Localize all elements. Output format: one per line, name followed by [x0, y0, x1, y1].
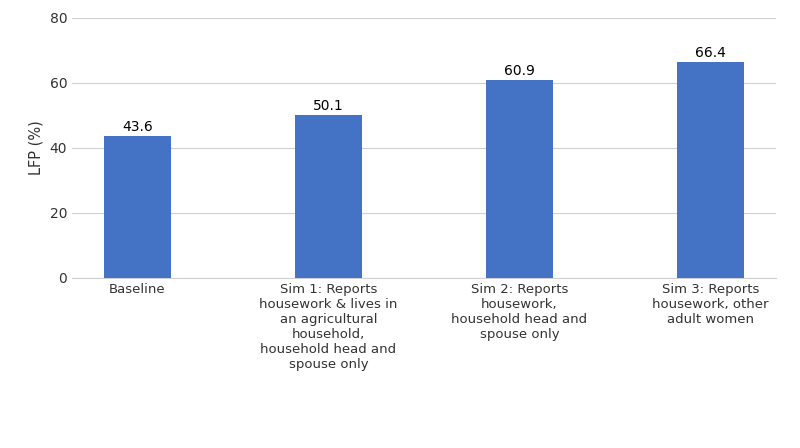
Bar	[486, 80, 553, 278]
Text: 43.6: 43.6	[122, 120, 153, 134]
Text: 66.4: 66.4	[695, 46, 726, 60]
Text: 50.1: 50.1	[313, 99, 344, 113]
Bar	[677, 62, 744, 278]
Bar	[104, 136, 171, 278]
Text: 60.9: 60.9	[504, 64, 535, 78]
Bar	[295, 115, 362, 278]
Y-axis label: LFP (%): LFP (%)	[29, 121, 44, 175]
